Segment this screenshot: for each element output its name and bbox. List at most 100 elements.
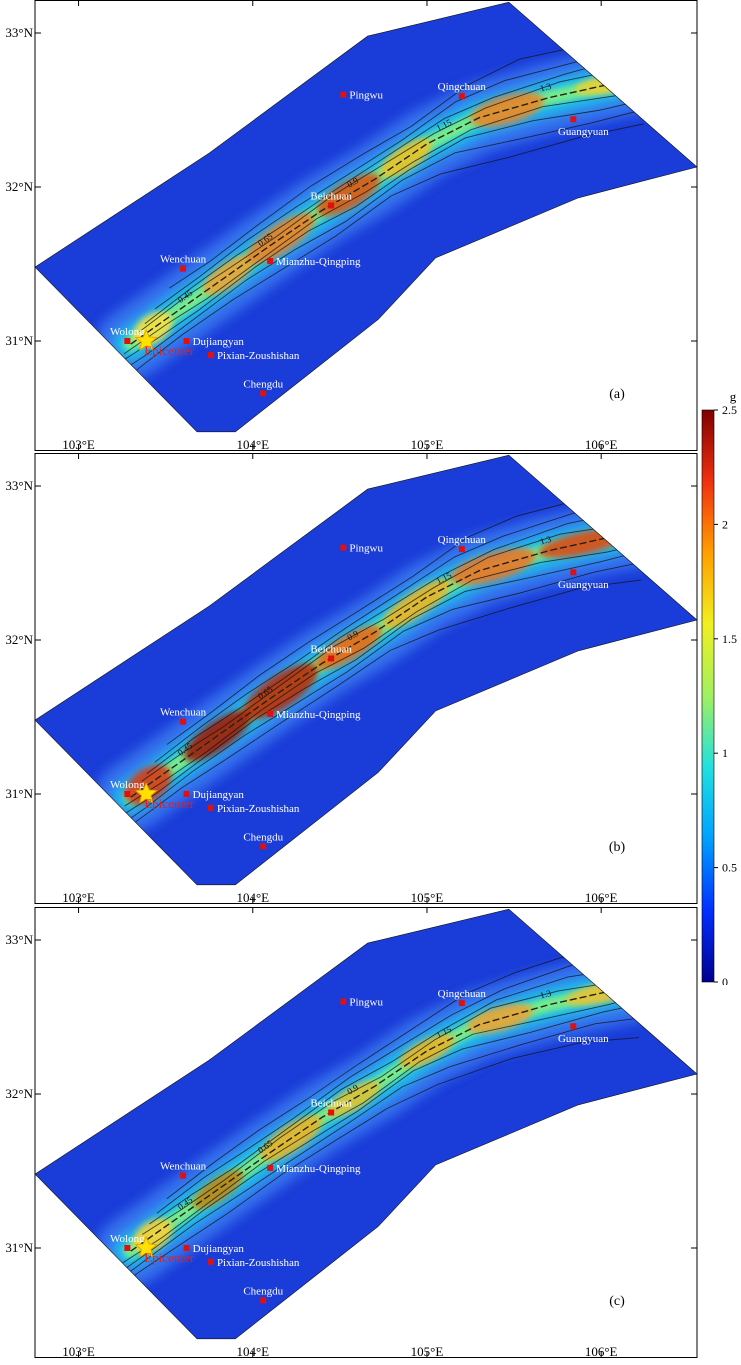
x-tick-label: 103°E bbox=[62, 890, 95, 905]
city-marker bbox=[340, 544, 347, 551]
city-marker bbox=[260, 843, 267, 850]
city-label: Guangyuan bbox=[558, 1033, 609, 1045]
y-tick-label: 31°N bbox=[5, 786, 33, 801]
city-marker bbox=[183, 791, 190, 797]
y-tick-label: 31°N bbox=[5, 1240, 33, 1255]
contour-line bbox=[142, 965, 689, 1235]
city-label: Pixian-Zoushishan bbox=[217, 803, 300, 815]
contour-line bbox=[102, 558, 656, 839]
city-label: Mianzhu-Qingping bbox=[276, 1163, 361, 1175]
colorbar-tick-label: 2 bbox=[722, 517, 728, 531]
contour-line bbox=[90, 1037, 640, 1310]
colorbar-tick-label: 1 bbox=[722, 746, 728, 760]
city-label: Pixian-Zoushishan bbox=[217, 1257, 300, 1269]
y-tick-label: 33°N bbox=[5, 932, 33, 947]
colorbar: g 0 0.5 1 1.5 2 2.5 bbox=[701, 389, 737, 985]
x-tick-label: 106°E bbox=[585, 890, 618, 905]
city-marker bbox=[340, 91, 347, 98]
epicenter-star-icon bbox=[134, 328, 158, 351]
contour-line bbox=[104, 106, 656, 382]
city-label: Dujiangyan bbox=[193, 789, 245, 801]
city-label: Dujiangyan bbox=[193, 336, 245, 348]
city-marker bbox=[458, 1000, 465, 1007]
x-tick-label: 104°E bbox=[236, 437, 269, 452]
city-marker bbox=[267, 710, 274, 717]
colorbar-unit: g bbox=[730, 389, 737, 404]
x-tick-label: 103°E bbox=[62, 1344, 95, 1359]
contour-line bbox=[123, 87, 669, 355]
city-label: Qingchuan bbox=[438, 81, 487, 93]
contour-line bbox=[112, 998, 666, 1279]
city-label: Dujiangyan bbox=[193, 1243, 245, 1255]
city-label: Wolong bbox=[110, 779, 145, 791]
city-marker bbox=[124, 791, 131, 797]
city-label: Beichuan bbox=[310, 643, 352, 655]
y-tick-label: 32°N bbox=[5, 1086, 33, 1101]
city-marker bbox=[328, 1109, 335, 1116]
epicenter-star-icon bbox=[134, 1235, 158, 1258]
y-tick-label: 32°N bbox=[5, 632, 33, 647]
contour-label: 1.3 bbox=[539, 81, 553, 94]
contour-line bbox=[89, 579, 642, 858]
contour-line bbox=[101, 1015, 654, 1294]
contour-label: 1.3 bbox=[539, 988, 553, 1001]
x-tick-label: 104°E bbox=[236, 1344, 269, 1359]
x-tick-label: 105°E bbox=[411, 890, 444, 905]
colorbar-gradient bbox=[701, 409, 715, 983]
city-label: Mianzhu-Qingping bbox=[276, 256, 361, 268]
fault-trace bbox=[130, 977, 680, 1252]
colorbar-tick-label: 0 bbox=[722, 975, 728, 985]
city-label: Wenchuan bbox=[160, 707, 207, 719]
city-marker bbox=[328, 202, 335, 209]
contour-line bbox=[116, 95, 664, 365]
city-marker bbox=[458, 93, 465, 100]
city-label: Beichuan bbox=[310, 1097, 352, 1109]
city-label: Beichuan bbox=[310, 190, 352, 202]
city-label: Guangyuan bbox=[558, 126, 609, 138]
pga-hotspot bbox=[399, 1034, 455, 1068]
city-marker bbox=[183, 338, 190, 344]
city-label: Wenchuan bbox=[160, 254, 207, 266]
city-label: Guangyuan bbox=[558, 579, 609, 591]
city-marker bbox=[207, 351, 214, 358]
city-marker bbox=[328, 655, 335, 662]
x-tick-label: 106°E bbox=[585, 1344, 618, 1359]
epicenter-label: Epicenter bbox=[144, 796, 194, 811]
pga-hotspot bbox=[467, 1003, 533, 1034]
contour-label: 1.3 bbox=[539, 534, 553, 547]
city-label: Pingwu bbox=[349, 543, 383, 555]
panel-label: (b) bbox=[609, 840, 626, 855]
city-label: Pixian-Zoushishan bbox=[217, 350, 300, 362]
x-tick-label: 106°E bbox=[585, 437, 618, 452]
x-tick-label: 105°E bbox=[411, 437, 444, 452]
colorbar-tick-label: 0.5 bbox=[722, 861, 737, 875]
colorbar-tick-label: 1.5 bbox=[722, 632, 737, 646]
city-label: Pingwu bbox=[349, 90, 383, 102]
y-tick-label: 32°N bbox=[5, 179, 33, 194]
city-marker bbox=[340, 998, 347, 1005]
city-marker bbox=[458, 546, 465, 553]
city-marker bbox=[570, 569, 577, 576]
city-label: Wenchuan bbox=[160, 1161, 207, 1173]
epicenter-star-icon bbox=[134, 781, 158, 804]
y-tick-label: 31°N bbox=[5, 333, 33, 348]
city-marker bbox=[207, 1258, 214, 1265]
x-tick-label: 104°E bbox=[236, 890, 269, 905]
city-label: Wolong bbox=[110, 1233, 145, 1245]
city-marker bbox=[180, 718, 187, 725]
city-label: Qingchuan bbox=[438, 988, 487, 1000]
contour-line bbox=[141, 514, 687, 782]
contour-line bbox=[114, 544, 666, 821]
fault-trace bbox=[130, 523, 680, 798]
city-label: Pingwu bbox=[349, 997, 383, 1009]
city-marker bbox=[124, 1245, 131, 1251]
x-tick-label: 105°E bbox=[411, 1344, 444, 1359]
panel-label: (c) bbox=[609, 1294, 625, 1309]
y-tick-label: 33°N bbox=[5, 478, 33, 493]
city-marker bbox=[570, 1023, 577, 1030]
x-tick-label: 103°E bbox=[62, 437, 95, 452]
city-label: Qingchuan bbox=[438, 534, 487, 546]
